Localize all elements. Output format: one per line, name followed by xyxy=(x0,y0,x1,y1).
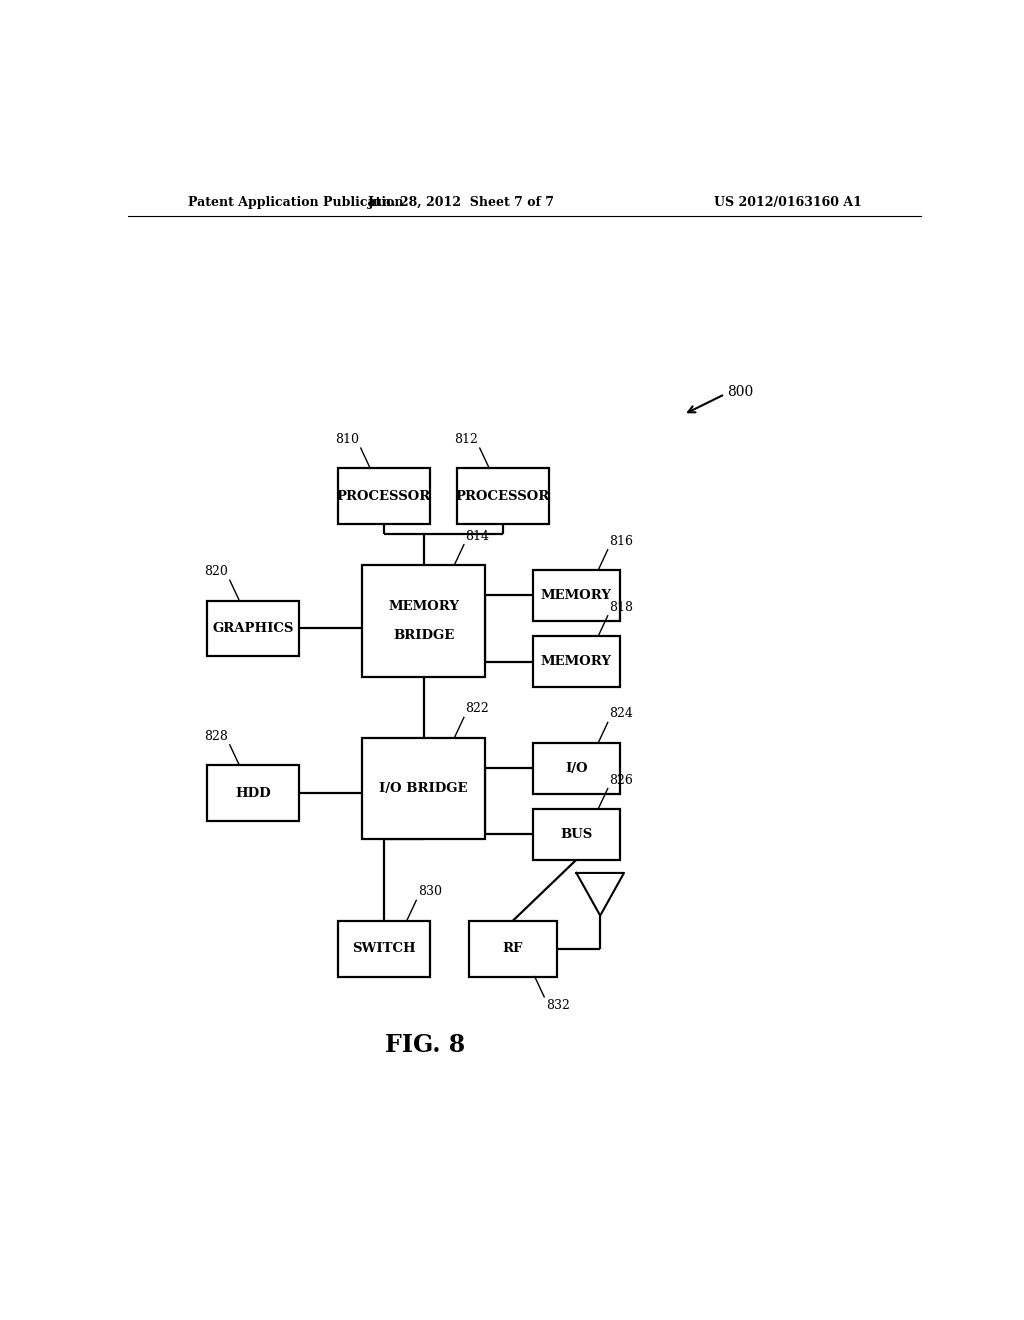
Bar xyxy=(362,565,485,677)
Bar xyxy=(207,601,299,656)
Text: 818: 818 xyxy=(609,601,633,614)
Text: Patent Application Publication: Patent Application Publication xyxy=(187,195,403,209)
Bar xyxy=(458,469,549,524)
Text: 828: 828 xyxy=(205,730,228,743)
Text: PROCESSOR: PROCESSOR xyxy=(456,490,550,503)
Text: 826: 826 xyxy=(609,774,633,787)
Bar xyxy=(469,921,557,977)
Text: FIG. 8: FIG. 8 xyxy=(385,1032,466,1057)
Text: 800: 800 xyxy=(727,385,754,399)
Text: 830: 830 xyxy=(418,886,442,899)
Text: BRIDGE: BRIDGE xyxy=(393,628,455,642)
Text: GRAPHICS: GRAPHICS xyxy=(212,622,294,635)
Text: RF: RF xyxy=(503,942,523,956)
Bar xyxy=(532,570,621,620)
Text: 824: 824 xyxy=(609,708,633,721)
Text: 814: 814 xyxy=(466,529,489,543)
Text: I/O: I/O xyxy=(565,762,588,775)
Bar xyxy=(207,766,299,821)
Text: HDD: HDD xyxy=(236,787,270,800)
Bar xyxy=(362,738,485,840)
Text: I/O BRIDGE: I/O BRIDGE xyxy=(379,781,468,795)
Text: Jun. 28, 2012  Sheet 7 of 7: Jun. 28, 2012 Sheet 7 of 7 xyxy=(368,195,555,209)
Text: MEMORY: MEMORY xyxy=(541,589,612,602)
Bar xyxy=(338,921,430,977)
Text: MEMORY: MEMORY xyxy=(388,601,459,612)
Bar xyxy=(532,809,621,859)
Text: PROCESSOR: PROCESSOR xyxy=(337,490,431,503)
Text: 822: 822 xyxy=(466,702,489,715)
Text: US 2012/0163160 A1: US 2012/0163160 A1 xyxy=(714,195,862,209)
Text: 812: 812 xyxy=(455,433,478,446)
Text: 810: 810 xyxy=(335,433,359,446)
Text: SWITCH: SWITCH xyxy=(352,942,416,956)
Text: 820: 820 xyxy=(205,565,228,578)
Text: 816: 816 xyxy=(609,535,633,548)
Bar xyxy=(532,636,621,686)
Bar xyxy=(532,743,621,793)
Text: MEMORY: MEMORY xyxy=(541,655,612,668)
Text: 832: 832 xyxy=(546,999,569,1012)
Text: BUS: BUS xyxy=(560,828,593,841)
Bar xyxy=(338,469,430,524)
